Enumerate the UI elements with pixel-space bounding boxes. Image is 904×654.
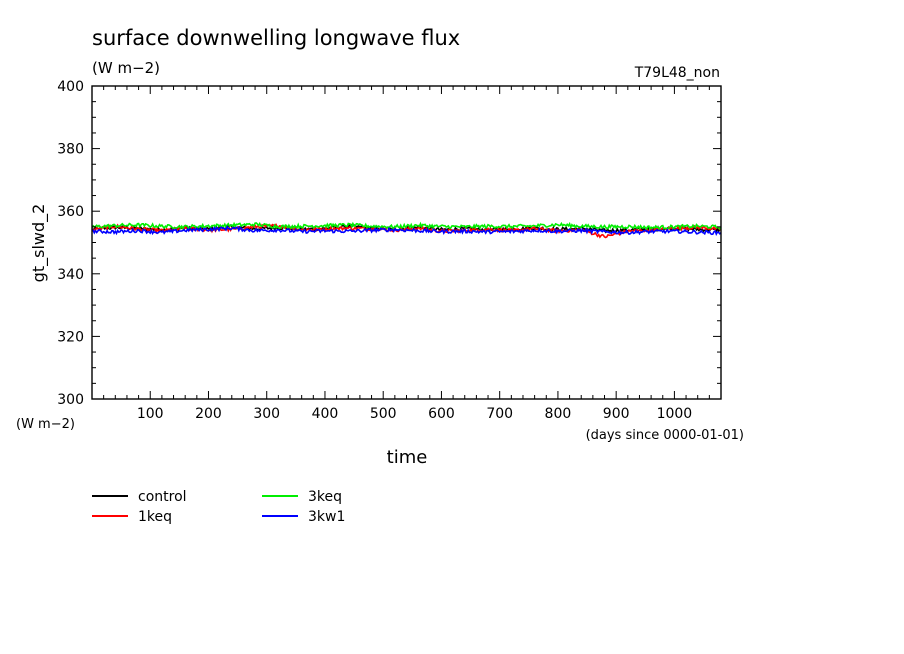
x-axis-label: time (387, 447, 428, 468)
legend-label-control: control (138, 489, 187, 505)
series-line-3kw1 (91, 225, 722, 237)
legend-label-1keq: 1keq (138, 509, 172, 525)
legend-label-3kw1: 3kw1 (308, 509, 345, 525)
x-tick-label: 100 (137, 406, 164, 422)
chart-title: surface downwelling longwave flux (92, 26, 460, 50)
y-axis-label: gt_slwd_2 (29, 204, 49, 283)
x-tick-label: 900 (603, 406, 630, 422)
series-line-3keq (91, 221, 722, 231)
legend-label-3keq: 3keq (308, 489, 342, 505)
y-tick-label: 320 (57, 329, 84, 345)
chart-subtitle: (W m−2) (92, 59, 160, 77)
x-axis-unit: (days since 0000-01-01) (586, 428, 744, 443)
y-tick-label: 360 (57, 204, 84, 220)
axes-layer: 100 200 300 400 500 600 700 800 900 1000 300 320 340… (57, 79, 722, 422)
y-tick-label: 340 (57, 267, 84, 283)
y-axis-unit: (W m−2) (16, 417, 75, 432)
x-tick-label: 400 (312, 406, 339, 422)
x-tick-label: 300 (253, 406, 280, 422)
x-tick-label: 600 (428, 406, 455, 422)
y-tick-label: 300 (57, 392, 84, 408)
y-tick-label: 380 (57, 142, 84, 158)
y-tick-label: 400 (57, 79, 84, 95)
run-label: T79L48_non (634, 65, 720, 81)
x-tick-label: 1000 (657, 406, 693, 422)
legend: control 1keq 3keq 3kw1 (92, 489, 345, 525)
x-tick-label: 700 (486, 406, 513, 422)
plot-frame (91, 85, 722, 400)
x-tick-label: 800 (545, 406, 572, 422)
x-tick-label: 500 (370, 406, 397, 422)
series-layer (91, 221, 722, 239)
x-tick-label: 200 (195, 406, 222, 422)
